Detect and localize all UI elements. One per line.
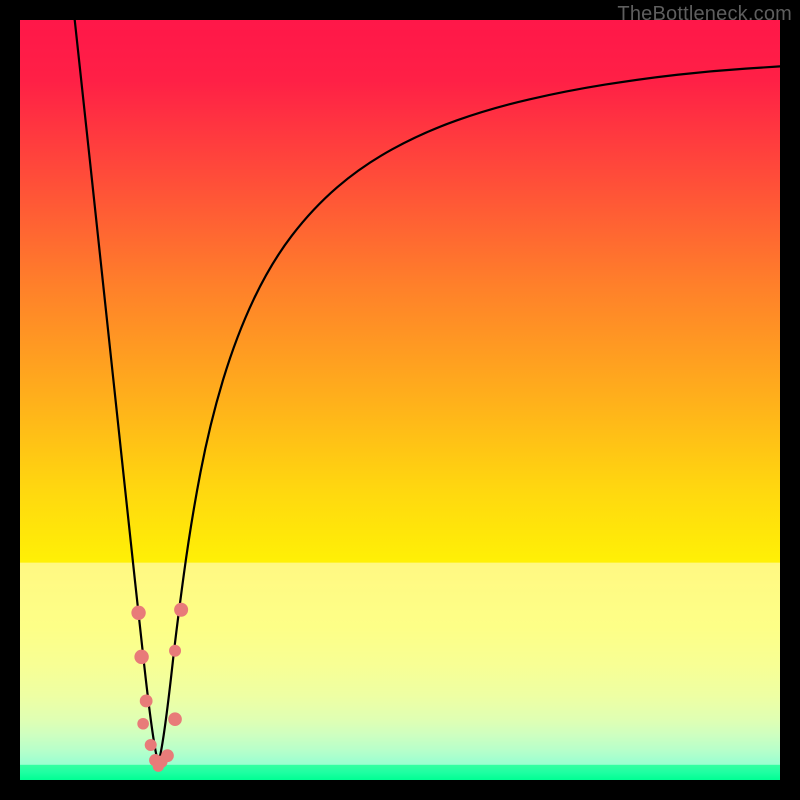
data-marker (169, 645, 181, 657)
watermark-text: TheBottleneck.com (617, 3, 792, 26)
data-marker (174, 603, 188, 617)
data-marker (137, 718, 149, 730)
data-marker (168, 712, 182, 726)
data-marker (140, 695, 153, 708)
data-marker (131, 606, 145, 620)
data-marker (145, 739, 157, 751)
plot-area (20, 20, 780, 780)
whiteout-band (20, 563, 780, 765)
data-marker (153, 761, 164, 772)
chart-overlay (20, 20, 780, 780)
data-marker (161, 749, 174, 762)
chart-frame: TheBottleneck.com (0, 0, 800, 800)
data-marker (134, 650, 148, 664)
